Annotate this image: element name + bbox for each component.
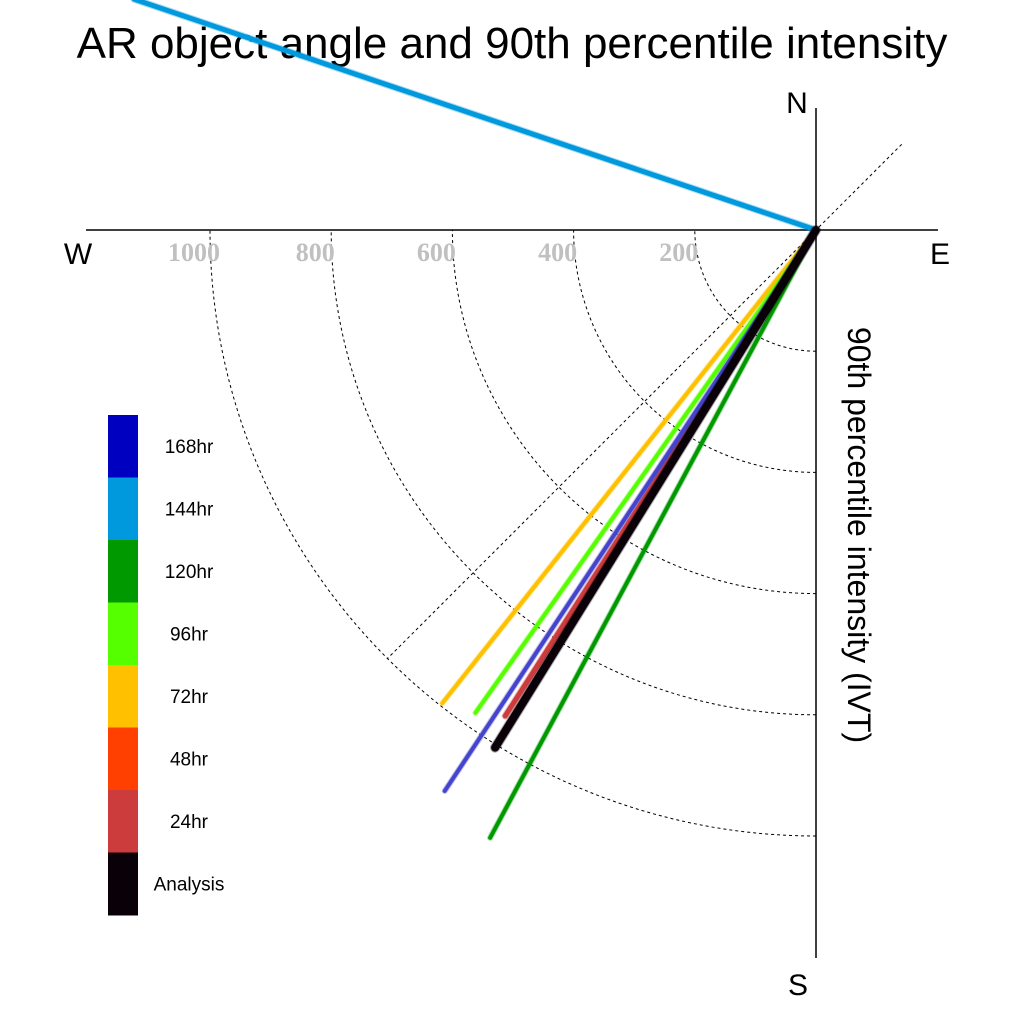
legend-label-24hr: 24hr (170, 812, 209, 833)
series-line-analysis (491, 226, 820, 752)
radial-tick-label-400: 400 (538, 238, 577, 267)
legend-label-168hr: 168hr (165, 437, 214, 458)
legend-swatch-144hr (108, 477, 138, 541)
series-lines (130, 0, 821, 841)
radial-tick-label-800: 800 (296, 238, 335, 267)
grid-diagonal (387, 143, 903, 659)
legend-swatch-120hr (108, 540, 138, 603)
legend: 168hr 144hr 120hr 96hr 72hr 48hr 24hr Analysis (108, 415, 224, 916)
legend-swatch-24hr (108, 790, 138, 853)
radial-tick-label-600: 600 (417, 238, 456, 267)
legend-swatch-analysis (108, 852, 138, 916)
grid-circle-200 (694, 229, 817, 352)
legend-label-72hr: 72hr (170, 687, 209, 708)
series-line-120hr (488, 228, 818, 840)
grid-circle-600 (451, 229, 817, 595)
legend-label-48hr: 48hr (170, 750, 209, 771)
radial-tick-label-1000: 1000 (168, 238, 220, 267)
legend-label-analysis: Analysis (154, 875, 225, 896)
legend-swatch-168hr (108, 415, 138, 478)
grid-circle-400 (573, 229, 817, 473)
direction-label-w: W (64, 238, 93, 271)
radial-axis-label: 90th percentile intensity (IVT) (841, 327, 877, 743)
direction-label-n: N (786, 87, 808, 120)
direction-label-s: S (788, 969, 808, 1002)
legend-swatch-48hr (108, 727, 138, 791)
direction-label-e: E (930, 238, 950, 271)
legend-swatch-96hr (108, 602, 138, 666)
legend-swatch-72hr (108, 665, 138, 728)
compass-axes: N E S W (64, 87, 950, 1002)
series-line-144hr (131, 0, 819, 233)
grid-circle-1000 (209, 229, 817, 837)
radial-ticks: 200 400 600 800 1000 (168, 238, 698, 267)
series-line-96hr (473, 228, 818, 715)
legend-label-120hr: 120hr (165, 562, 214, 583)
legend-label-96hr: 96hr (170, 625, 209, 646)
legend-label-144hr: 144hr (165, 500, 214, 521)
radial-tick-label-200: 200 (659, 238, 698, 267)
series-line-72hr (440, 228, 818, 706)
